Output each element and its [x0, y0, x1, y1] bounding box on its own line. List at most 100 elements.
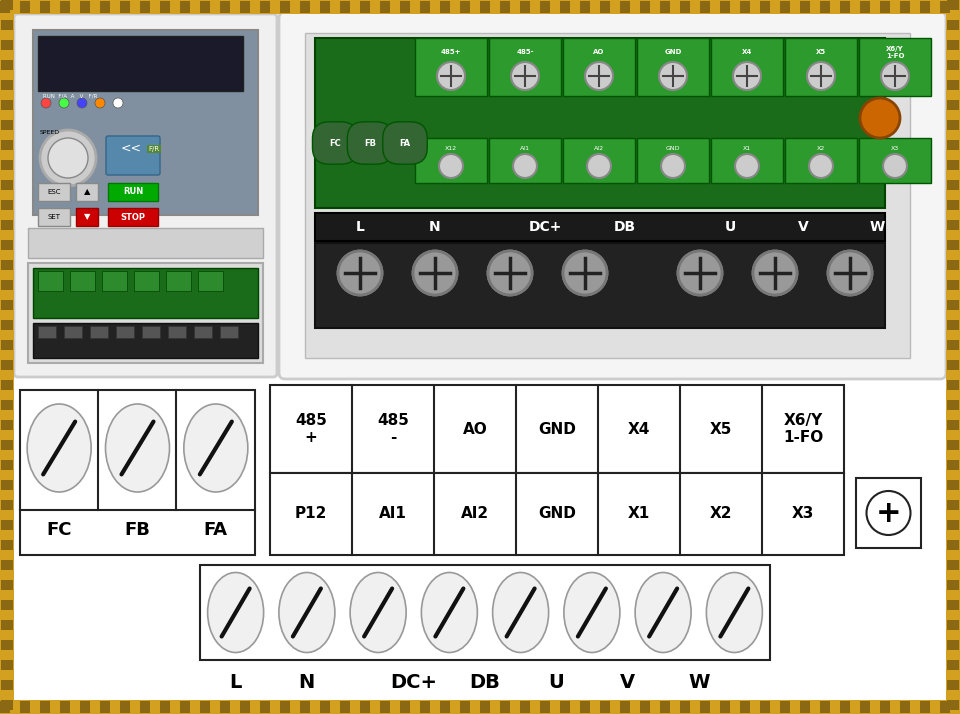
Circle shape: [860, 98, 900, 138]
Bar: [320, 1, 330, 13]
Text: FB: FB: [364, 139, 376, 148]
Circle shape: [338, 251, 382, 295]
Text: DC+: DC+: [528, 220, 562, 234]
Bar: [1, 300, 13, 310]
Bar: [520, 701, 530, 713]
Text: RUN: RUN: [123, 188, 143, 196]
Bar: [947, 620, 959, 630]
Bar: [420, 701, 430, 713]
Circle shape: [585, 62, 613, 90]
Bar: [947, 240, 959, 250]
Text: FB: FB: [125, 521, 151, 539]
Text: ESC: ESC: [47, 189, 60, 195]
Bar: [859, 38, 931, 96]
Text: N: N: [429, 220, 441, 234]
Bar: [415, 38, 487, 96]
Circle shape: [809, 154, 833, 178]
Ellipse shape: [183, 404, 248, 492]
Bar: [711, 138, 783, 183]
Bar: [880, 1, 890, 13]
Bar: [1, 100, 13, 110]
Text: GND: GND: [538, 506, 576, 521]
Text: AI1: AI1: [379, 506, 407, 521]
Bar: [820, 701, 830, 713]
Bar: [420, 1, 430, 13]
Bar: [1, 440, 13, 450]
Text: W: W: [688, 673, 709, 691]
Bar: [90, 326, 108, 338]
Circle shape: [563, 251, 607, 295]
Bar: [400, 701, 410, 713]
Text: L: L: [229, 673, 242, 691]
Bar: [270, 385, 844, 473]
Bar: [489, 138, 561, 183]
Ellipse shape: [27, 404, 91, 492]
Bar: [563, 38, 635, 96]
Bar: [194, 326, 212, 338]
Circle shape: [439, 154, 463, 178]
Bar: [1, 240, 13, 250]
Bar: [440, 701, 450, 713]
FancyBboxPatch shape: [279, 12, 946, 379]
Text: DB: DB: [614, 220, 636, 234]
Bar: [415, 138, 487, 183]
Text: V: V: [798, 220, 808, 234]
Bar: [480, 1, 490, 13]
Bar: [711, 38, 783, 96]
Bar: [785, 138, 857, 183]
Bar: [116, 326, 134, 338]
Bar: [38, 271, 63, 291]
Bar: [108, 183, 158, 201]
Bar: [1, 560, 13, 570]
Bar: [0, 701, 10, 713]
Text: P12: P12: [295, 506, 327, 521]
Bar: [947, 480, 959, 490]
Bar: [1, 520, 13, 530]
Bar: [840, 701, 850, 713]
Bar: [500, 1, 510, 13]
Bar: [400, 1, 410, 13]
Circle shape: [867, 491, 910, 535]
Text: N: N: [299, 673, 315, 691]
Bar: [1, 460, 13, 470]
Circle shape: [828, 251, 872, 295]
Bar: [1, 480, 13, 490]
Text: 485+: 485+: [441, 49, 461, 55]
Bar: [940, 1, 950, 13]
Bar: [947, 380, 959, 390]
Bar: [320, 701, 330, 713]
Text: X5: X5: [709, 421, 732, 436]
Bar: [1, 540, 13, 550]
Circle shape: [338, 251, 382, 295]
Circle shape: [95, 98, 105, 108]
Bar: [1, 20, 13, 30]
Bar: [140, 701, 150, 713]
Text: RUN  F/A  A   V   F/R: RUN F/A A V F/R: [43, 94, 97, 99]
Bar: [360, 701, 370, 713]
Bar: [1, 0, 13, 10]
Bar: [70, 271, 95, 291]
Bar: [1, 700, 13, 710]
Text: F/R: F/R: [148, 146, 159, 152]
Bar: [563, 138, 635, 183]
Bar: [280, 701, 290, 713]
Bar: [76, 208, 98, 226]
Bar: [820, 1, 830, 13]
Circle shape: [437, 62, 465, 90]
Ellipse shape: [707, 573, 762, 653]
Bar: [946, 0, 960, 714]
Bar: [947, 140, 959, 150]
Bar: [859, 138, 931, 183]
Circle shape: [678, 251, 722, 295]
Text: X1: X1: [628, 506, 650, 521]
Bar: [80, 1, 90, 13]
Bar: [947, 300, 959, 310]
Circle shape: [48, 138, 88, 178]
Bar: [40, 1, 50, 13]
Bar: [600, 1, 610, 13]
Bar: [637, 138, 709, 183]
Circle shape: [883, 154, 907, 178]
Text: GND: GND: [538, 421, 576, 436]
Bar: [947, 20, 959, 30]
Text: V: V: [620, 673, 636, 691]
